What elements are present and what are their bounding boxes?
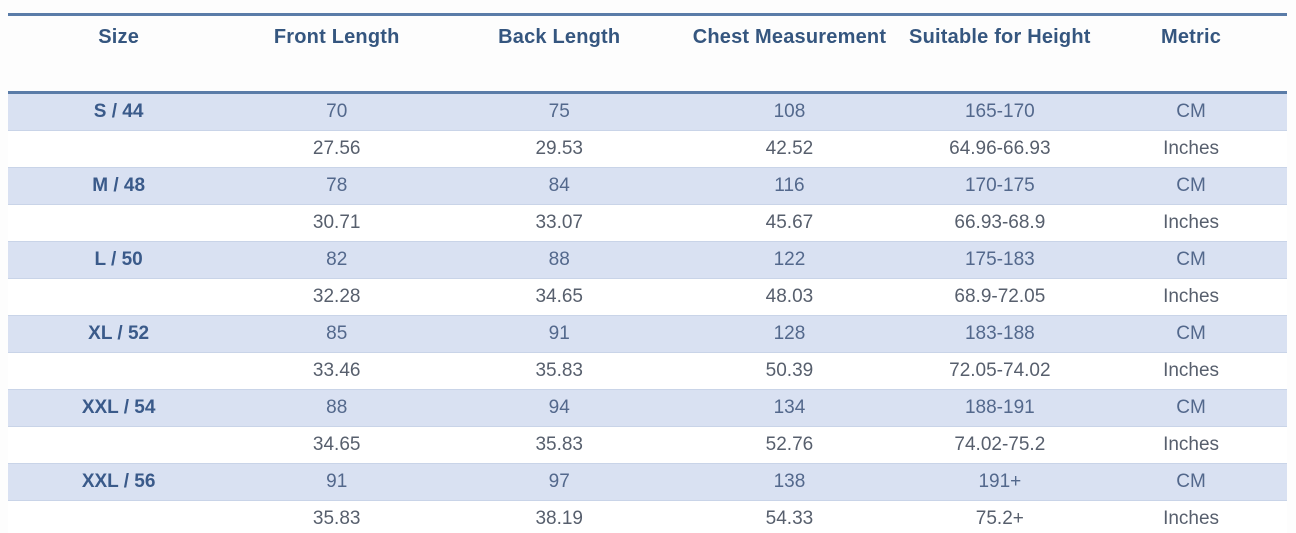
table-row-inches: 30.71 33.07 45.67 66.93-68.9 Inches xyxy=(8,204,1287,242)
size-chart-table: Size Front Length Back Length Chest Meas… xyxy=(8,13,1287,533)
cell-height: 183-188 xyxy=(904,315,1096,353)
col-header-chest-measurement: Chest Measurement xyxy=(692,26,887,48)
cell-front: 85 xyxy=(229,315,445,353)
cell-front: 91 xyxy=(229,463,445,501)
cell-back: 94 xyxy=(444,389,675,427)
cell-metric: Inches xyxy=(1095,500,1287,533)
cell-metric: CM xyxy=(1095,167,1287,205)
cell-front: 82 xyxy=(229,241,445,279)
cell-size: M / 48 xyxy=(8,167,230,205)
cell-height: 188-191 xyxy=(904,389,1096,427)
table-header: Size Front Length Back Length Chest Meas… xyxy=(8,15,1287,93)
cell-size xyxy=(8,352,230,390)
cell-chest: 122 xyxy=(674,241,905,279)
cell-back: 97 xyxy=(444,463,675,501)
cell-back: 33.07 xyxy=(444,204,675,242)
col-header-front-length: Front Length xyxy=(273,26,400,48)
cell-chest: 52.76 xyxy=(674,426,905,464)
cell-chest: 45.67 xyxy=(674,204,905,242)
cell-height: 72.05-74.02 xyxy=(904,352,1096,390)
cell-back: 84 xyxy=(444,167,675,205)
cell-back: 34.65 xyxy=(444,278,675,316)
table-row-inches: 27.56 29.53 42.52 64.96-66.93 Inches xyxy=(8,130,1287,168)
cell-back: 75 xyxy=(444,92,675,131)
cell-metric: Inches xyxy=(1095,352,1287,390)
cell-front: 35.83 xyxy=(229,500,445,533)
cell-back: 35.83 xyxy=(444,352,675,390)
cell-height: 66.93-68.9 xyxy=(904,204,1096,242)
cell-height: 68.9-72.05 xyxy=(904,278,1096,316)
table-row-cm: XXL / 56 91 97 138 191+ CM xyxy=(8,463,1287,501)
cell-size: XXL / 54 xyxy=(8,389,230,427)
cell-metric: Inches xyxy=(1095,278,1287,316)
cell-front: 70 xyxy=(229,92,445,131)
cell-size xyxy=(8,426,230,464)
cell-size xyxy=(8,500,230,533)
cell-back: 29.53 xyxy=(444,130,675,168)
cell-front: 78 xyxy=(229,167,445,205)
table-row-cm: L / 50 82 88 122 175-183 CM xyxy=(8,241,1287,279)
cell-chest: 134 xyxy=(674,389,905,427)
cell-size xyxy=(8,204,230,242)
cell-chest: 116 xyxy=(674,167,905,205)
cell-chest: 54.33 xyxy=(674,500,905,533)
cell-height: 64.96-66.93 xyxy=(904,130,1096,168)
table-row-cm: S / 44 70 75 108 165-170 CM xyxy=(8,92,1287,131)
cell-chest: 42.52 xyxy=(674,130,905,168)
size-table-body: S / 44 70 75 108 165-170 CM 27.56 29.53 42.52 64.… xyxy=(8,92,1287,533)
cell-front: 88 xyxy=(229,389,445,427)
cell-metric: CM xyxy=(1095,389,1287,427)
cell-back: 91 xyxy=(444,315,675,353)
table-row-inches: 34.65 35.83 52.76 74.02-75.2 Inches xyxy=(8,426,1287,464)
cell-chest: 108 xyxy=(674,92,905,131)
cell-chest: 138 xyxy=(674,463,905,501)
cell-back: 88 xyxy=(444,241,675,279)
cell-height: 175-183 xyxy=(904,241,1096,279)
cell-metric: CM xyxy=(1095,241,1287,279)
cell-metric: Inches xyxy=(1095,130,1287,168)
cell-front: 34.65 xyxy=(229,426,445,464)
cell-chest: 128 xyxy=(674,315,905,353)
col-header-metric: Metric xyxy=(1161,26,1222,48)
cell-metric: Inches xyxy=(1095,204,1287,242)
table-row-cm: M / 48 78 84 116 170-175 CM xyxy=(8,167,1287,205)
cell-height: 75.2+ xyxy=(904,500,1096,533)
cell-size: XXL / 56 xyxy=(8,463,230,501)
cell-metric: CM xyxy=(1095,463,1287,501)
cell-height: 165-170 xyxy=(904,92,1096,131)
cell-height: 74.02-75.2 xyxy=(904,426,1096,464)
table-row-inches: 35.83 38.19 54.33 75.2+ Inches xyxy=(8,500,1287,533)
table-row-inches: 33.46 35.83 50.39 72.05-74.02 Inches xyxy=(8,352,1287,390)
cell-height: 170-175 xyxy=(904,167,1096,205)
header-row: Size Front Length Back Length Chest Meas… xyxy=(8,15,1287,93)
cell-height: 191+ xyxy=(904,463,1096,501)
table-row-cm: XXL / 54 88 94 134 188-191 CM xyxy=(8,389,1287,427)
cell-front: 32.28 xyxy=(229,278,445,316)
cell-front: 30.71 xyxy=(229,204,445,242)
table-row-inches: 32.28 34.65 48.03 68.9-72.05 Inches xyxy=(8,278,1287,316)
cell-back: 35.83 xyxy=(444,426,675,464)
cell-size xyxy=(8,130,230,168)
cell-metric: CM xyxy=(1095,315,1287,353)
cell-chest: 50.39 xyxy=(674,352,905,390)
cell-chest: 48.03 xyxy=(674,278,905,316)
cell-size: S / 44 xyxy=(8,92,230,131)
cell-metric: CM xyxy=(1095,92,1287,131)
cell-size xyxy=(8,278,230,316)
cell-front: 33.46 xyxy=(229,352,445,390)
table-row-cm: XL / 52 85 91 128 183-188 CM xyxy=(8,315,1287,353)
cell-size: L / 50 xyxy=(8,241,230,279)
cell-size: XL / 52 xyxy=(8,315,230,353)
col-header-size: Size xyxy=(98,26,140,48)
cell-metric: Inches xyxy=(1095,426,1287,464)
cell-front: 27.56 xyxy=(229,130,445,168)
cell-back: 38.19 xyxy=(444,500,675,533)
col-header-suitable-height: Suitable for Height xyxy=(909,26,1091,48)
col-header-back-length: Back Length xyxy=(498,26,621,48)
